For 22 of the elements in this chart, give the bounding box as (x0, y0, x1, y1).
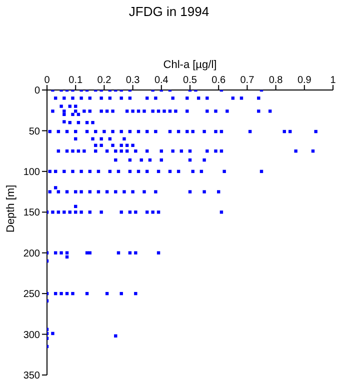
chart-title: JFDG in 1994 (128, 4, 210, 19)
x-axis-title: Chl-a [µg/l] (163, 58, 217, 71)
x-tick-label: 1 (330, 75, 336, 86)
x-tick-label: 0.1 (68, 75, 83, 86)
y-axis-title: Depth [m] (4, 184, 17, 232)
x-tick-label: 0.9 (297, 75, 312, 86)
x-tick-label: 0.2 (97, 75, 112, 86)
x-tick-label: 0.4 (154, 75, 169, 86)
y-tick-label: 250 (23, 289, 40, 300)
y-tick-label: 200 (23, 248, 40, 260)
x-tick-label: 0.5 (183, 75, 198, 86)
y-tick-label: 350 (23, 370, 40, 382)
x-tick-label: 0.3 (126, 75, 140, 86)
x-tick-label: 0 (44, 75, 50, 86)
y-tick-label: 150 (23, 208, 40, 219)
x-tick-label: 0.7 (240, 75, 255, 86)
y-tick-label: 0 (34, 86, 40, 97)
x-tick-label: 0.6 (212, 75, 226, 86)
y-tick-label: 300 (23, 330, 40, 341)
y-tick-label: 100 (23, 166, 40, 178)
y-tick-label: 50 (28, 126, 40, 138)
x-tick-label: 0.8 (268, 75, 284, 86)
